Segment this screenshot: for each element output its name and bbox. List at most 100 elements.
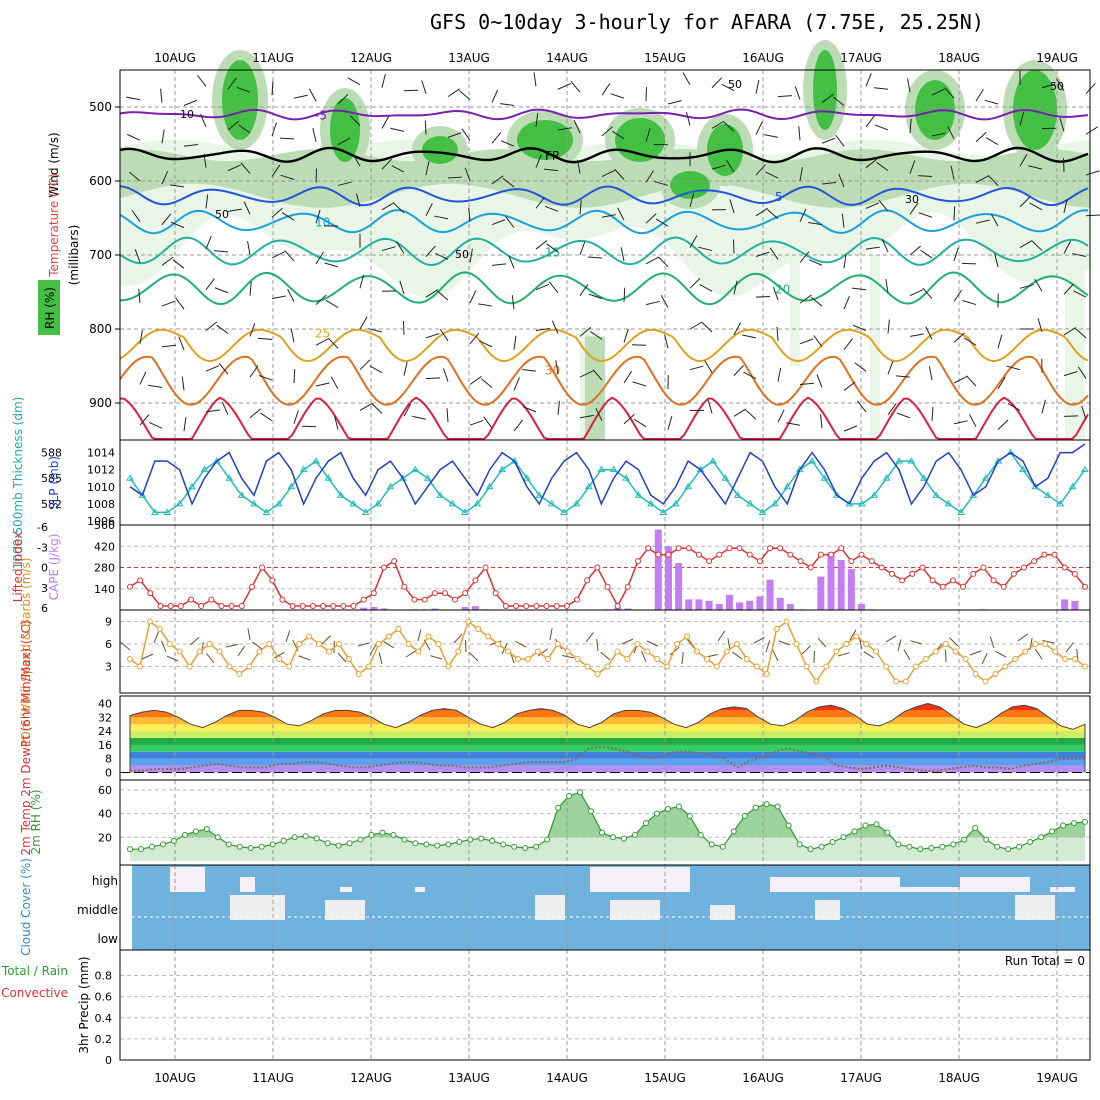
- day-label-bottom: 19AUG: [1036, 1071, 1078, 1085]
- wind-barb: [885, 278, 889, 293]
- cape-bar: [431, 608, 439, 610]
- thickness-point: [423, 474, 432, 481]
- isotherm-contour: [119, 355, 1089, 406]
- wind-barb: [555, 360, 559, 375]
- cape-bar: [736, 602, 744, 610]
- wind-speed-point: [1032, 641, 1039, 647]
- thickness-point: [609, 465, 618, 473]
- cloud-row-label: high: [92, 874, 118, 888]
- wind-barb: [682, 72, 691, 86]
- wind-barb: [491, 263, 506, 266]
- wind-barb: [502, 177, 515, 188]
- wind-barb: [293, 369, 296, 384]
- day-label-top: 15AUG: [644, 51, 686, 65]
- wind-speed-point: [922, 656, 929, 662]
- wind-barb: [249, 323, 256, 337]
- cloud-row-label: middle: [77, 903, 118, 917]
- lifted-index-point: [807, 564, 814, 571]
- wind-barb: [909, 333, 924, 337]
- rh-blob: [915, 80, 955, 140]
- day-label-bottom: 16AUG: [742, 1071, 784, 1085]
- wind-barb: [645, 128, 651, 142]
- rh2-point: [1049, 828, 1056, 835]
- wind-barb: [355, 193, 361, 208]
- pressure-tick-label: 600: [89, 174, 112, 188]
- wind-speed-point: [694, 648, 701, 655]
- wind-barb: [227, 164, 241, 172]
- wind-speed-point: [405, 641, 412, 647]
- wind-barb: [293, 94, 308, 99]
- rh2-point: [456, 839, 463, 846]
- wind-speed-point: [813, 678, 820, 685]
- wind-barb: [920, 249, 933, 259]
- wind-barb: [816, 374, 823, 388]
- wind-barb: [327, 337, 339, 349]
- wind-barb: [469, 332, 480, 345]
- wind-tick: 9: [105, 616, 112, 629]
- thickness-point: [374, 499, 382, 507]
- wind-barb: [535, 113, 539, 128]
- temp-tick: 40: [98, 697, 112, 710]
- wind-barb: [852, 324, 867, 331]
- wind-barb: [1028, 165, 1043, 170]
- temp-band: [130, 717, 1085, 725]
- wind-barb: [909, 202, 919, 215]
- wind-barb: [403, 403, 412, 417]
- wind-speed-point: [1022, 648, 1029, 655]
- thickness-point: [485, 482, 494, 490]
- wind-barb: [699, 284, 713, 292]
- cloud-middle: [815, 900, 840, 920]
- wind-barb: [371, 403, 383, 414]
- wind-barb: [181, 376, 185, 391]
- wind-barb: [595, 407, 603, 421]
- thickness-point: [175, 499, 184, 507]
- wind-barb-10m: [727, 638, 731, 651]
- wind-speed-point: [136, 663, 143, 670]
- wind-barb: [1073, 290, 1087, 298]
- rh2-point: [379, 829, 386, 836]
- cape-bar: [471, 606, 479, 610]
- rh2-point: [533, 843, 540, 850]
- wind-barb: [1077, 366, 1087, 379]
- cape-tick: 280: [94, 562, 115, 575]
- wind-barb: [685, 111, 691, 126]
- wind-speed-point: [942, 641, 949, 647]
- wind-barb-10m: [247, 628, 251, 641]
- rh2-point: [1005, 846, 1012, 853]
- wind-barb-10m: [120, 641, 131, 651]
- wind-barb: [238, 124, 251, 134]
- wind-barb: [623, 287, 626, 302]
- wind-barb: [909, 289, 923, 297]
- rh2-tick: 40: [98, 808, 112, 821]
- precip-tick: 0.6: [95, 991, 113, 1004]
- wind-barb: [247, 241, 251, 256]
- rh2-point: [401, 836, 408, 843]
- wind-barb: [953, 332, 965, 343]
- thickness-point: [758, 508, 767, 515]
- rh2-point: [631, 831, 638, 838]
- thickness-point: [398, 474, 407, 481]
- temp-tick: 0: [105, 767, 112, 780]
- wind-tick: 3: [105, 661, 112, 674]
- wind-barb: [183, 144, 198, 147]
- wind-barb: [359, 359, 371, 371]
- lifted-index-point: [726, 545, 733, 552]
- rh2-point: [500, 841, 507, 848]
- rh-axis-label: RH (%): [43, 287, 57, 329]
- wind-barb: [1034, 279, 1043, 292]
- thickness-point: [150, 508, 159, 515]
- cape-bar: [756, 596, 764, 610]
- wind-barb: [799, 338, 814, 345]
- lifted-index-point: [949, 577, 956, 584]
- wind-barb: [878, 200, 889, 212]
- thickness-tick: 582: [41, 498, 62, 511]
- wind-barb: [896, 375, 911, 378]
- wind-barb: [425, 161, 430, 176]
- wind-barb: [131, 209, 141, 222]
- wind-barb: [139, 414, 150, 426]
- rh-blob: [813, 50, 837, 130]
- rh2-point: [148, 843, 155, 850]
- rh2-point: [467, 836, 474, 843]
- rh2-tick: 60: [98, 784, 112, 797]
- thickness-point: [287, 482, 296, 490]
